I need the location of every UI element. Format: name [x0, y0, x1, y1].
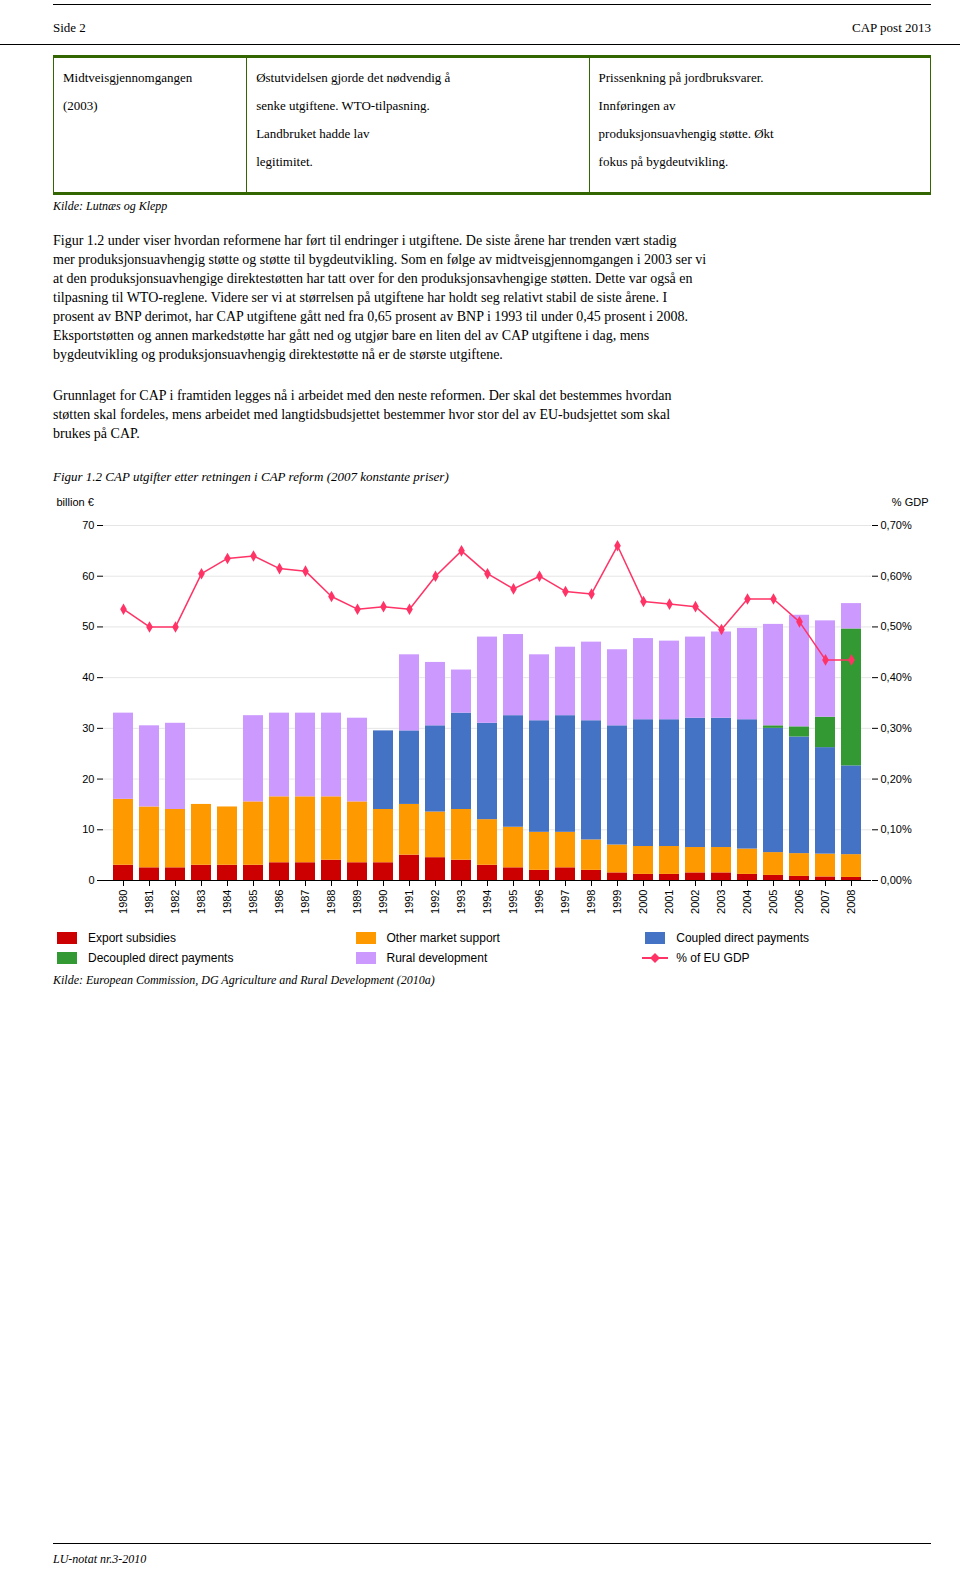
- svg-text:billion €: billion €: [57, 496, 94, 508]
- svg-text:0,40%: 0,40%: [881, 671, 912, 683]
- svg-text:2007: 2007: [819, 890, 831, 914]
- svg-text:30: 30: [82, 722, 94, 734]
- svg-text:1980: 1980: [117, 890, 129, 914]
- svg-text:1988: 1988: [325, 890, 337, 914]
- svg-text:1998: 1998: [585, 890, 597, 914]
- html-text:Export subsidies: Export subsidies: [88, 931, 176, 945]
- html-text:legitimitet.: legitimitet.: [256, 154, 313, 169]
- svg-text:1986: 1986: [273, 890, 285, 914]
- svg-text:20: 20: [82, 773, 94, 785]
- svg-text:70: 70: [82, 519, 94, 531]
- svg-text:0: 0: [88, 874, 94, 886]
- html-text:Kilde: European Commission, DG: Kilde: European Commission, DG Agricultu…: [53, 973, 435, 987]
- svg-text:1991: 1991: [403, 890, 415, 914]
- svg-text:1999: 1999: [611, 890, 623, 914]
- svg-text:% GDP: % GDP: [892, 496, 929, 508]
- svg-text:1984: 1984: [221, 890, 233, 914]
- svg-text:1996: 1996: [533, 890, 545, 914]
- svg-text:2002: 2002: [689, 890, 701, 914]
- svg-text:2003: 2003: [715, 890, 727, 914]
- svg-text:1989: 1989: [351, 890, 363, 914]
- svg-text:1982: 1982: [169, 890, 181, 914]
- html-text:prosent av BNP derimot, har CA: prosent av BNP derimot, har CAP utgiften…: [53, 309, 688, 324]
- svg-text:1985: 1985: [247, 890, 259, 914]
- svg-text:1997: 1997: [559, 890, 571, 914]
- html-text:(2003): (2003): [63, 98, 98, 113]
- svg-text:2004: 2004: [741, 890, 753, 914]
- html-text:bygdeutvikling og produksjonsu: bygdeutvikling og produksjonsuavhengig d…: [53, 347, 503, 362]
- html-text:Østutvidelsen gjorde det nødve: Østutvidelsen gjorde det nødvendig å: [256, 70, 451, 85]
- html-text:brukes på CAP.: brukes på CAP.: [53, 426, 140, 441]
- html-text:Side 2: Side 2: [53, 20, 86, 35]
- html-text:CAP post 2013: CAP post 2013: [852, 20, 931, 35]
- html-text:mer produksjonsuavhengig støtt: mer produksjonsuavhengig støtte og støtt…: [53, 252, 707, 267]
- svg-text:2005: 2005: [767, 890, 779, 914]
- svg-text:2008: 2008: [845, 890, 857, 914]
- svg-text:0,00%: 0,00%: [881, 874, 912, 886]
- html-text:at den produksjonsuavhengige d: at den produksjonsuavhengige direktestøt…: [53, 271, 693, 286]
- svg-text:1992: 1992: [429, 890, 441, 914]
- html-text:Landbruket hadde lav: Landbruket hadde lav: [256, 126, 370, 141]
- html-text:Eksportstøtten og annen marked: Eksportstøtten og annen markedstøtte har…: [53, 328, 650, 343]
- svg-text:0,70%: 0,70%: [881, 519, 912, 531]
- html-text:Kilde: Lutnæs og Klepp: Kilde: Lutnæs og Klepp: [53, 199, 168, 213]
- html-text:Figur 1.2 CAP utgifter etter r: Figur 1.2 CAP utgifter etter retningen i…: [53, 469, 449, 484]
- html-text:fokus på bygdeutvikling.: fokus på bygdeutvikling.: [598, 154, 729, 169]
- html-text:Grunnlaget for CAP i framtiden: Grunnlaget for CAP i framtiden legges nå…: [53, 388, 672, 403]
- svg-text:10: 10: [82, 823, 94, 835]
- svg-text:2000: 2000: [637, 890, 649, 914]
- html-text:produksjonsuavhengig støtte. Ø: produksjonsuavhengig støtte. Økt: [598, 126, 774, 141]
- svg-text:60: 60: [82, 570, 94, 582]
- html-text:tilpasning til WTO-reglene. Vi: tilpasning til WTO-reglene. Videre ser v…: [53, 290, 668, 305]
- svg-text:0,10%: 0,10%: [881, 823, 912, 835]
- svg-text:50: 50: [82, 620, 94, 632]
- html-text:Figur 1.2 under viser hvordan: Figur 1.2 under viser hvordan reformene …: [53, 233, 677, 248]
- html-text:Decoupled direct payments: Decoupled direct payments: [88, 951, 234, 965]
- html-text:Midtveisgjennomgangen: Midtveisgjennomgangen: [63, 70, 193, 85]
- html-text:Rural development: Rural development: [386, 951, 488, 965]
- html-text:Innføringen av: Innføringen av: [598, 98, 676, 113]
- svg-text:1983: 1983: [195, 890, 207, 914]
- html-text:LU-notat nr.3-2010: LU-notat nr.3-2010: [53, 1552, 147, 1566]
- svg-text:1987: 1987: [299, 890, 311, 914]
- html-text:Coupled direct payments: Coupled direct payments: [676, 931, 809, 945]
- svg-text:40: 40: [82, 671, 94, 683]
- svg-text:1981: 1981: [143, 890, 155, 914]
- svg-text:0,20%: 0,20%: [881, 773, 912, 785]
- svg-text:1990: 1990: [377, 890, 389, 914]
- svg-text:0,60%: 0,60%: [881, 570, 912, 582]
- svg-text:2001: 2001: [663, 890, 675, 914]
- html-text:senke utgiftene. WTO-tilpasnin: senke utgiftene. WTO-tilpasning.: [256, 98, 430, 113]
- svg-text:0,50%: 0,50%: [881, 620, 912, 632]
- svg-text:1993: 1993: [455, 890, 467, 914]
- html-text:støtten skal fordeles, mens ar: støtten skal fordeles, mens arbeidet med…: [53, 407, 670, 422]
- svg-text:2006: 2006: [793, 890, 805, 914]
- svg-text:0,30%: 0,30%: [881, 722, 912, 734]
- svg-text:1995: 1995: [507, 890, 519, 914]
- html-text:Other market support: Other market support: [386, 931, 500, 945]
- html-text:% of EU GDP: % of EU GDP: [676, 951, 750, 965]
- html-text:Prissenkning på jordbruksvarer: Prissenkning på jordbruksvarer.: [598, 70, 764, 85]
- svg-text:1994: 1994: [481, 890, 493, 914]
